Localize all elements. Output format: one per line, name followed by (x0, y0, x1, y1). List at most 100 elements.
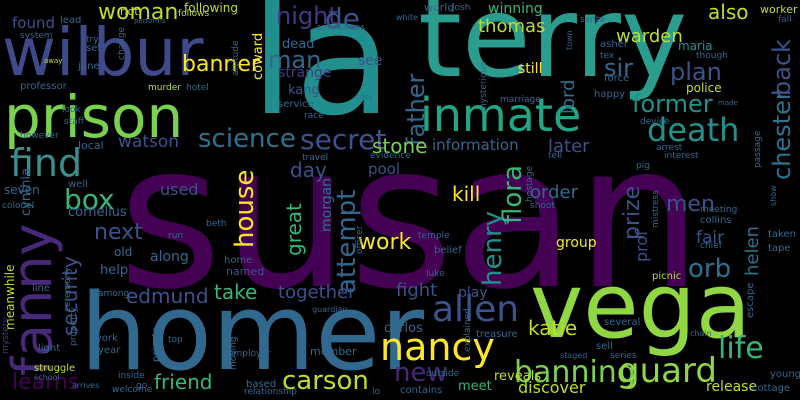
word: help (100, 263, 129, 278)
word: tape (768, 243, 791, 254)
word: announces (316, 23, 366, 33)
word: also (708, 0, 749, 24)
word: travel (302, 153, 329, 163)
word: shoot (530, 201, 555, 211)
word: work (358, 230, 412, 255)
word: carlos (384, 321, 423, 336)
word: town (565, 30, 574, 50)
word: found (12, 14, 55, 32)
word: go (136, 381, 148, 391)
word: luke (426, 269, 445, 279)
word: terry (418, 0, 688, 103)
word: nancy (380, 325, 495, 369)
word: maria (678, 39, 713, 53)
word: homer (80, 271, 425, 394)
word: young (770, 369, 800, 380)
word: tell (548, 151, 563, 161)
word: away (44, 57, 63, 65)
word: old (114, 245, 133, 259)
word: escape (745, 282, 756, 319)
word: evidence (370, 151, 411, 161)
word: well (68, 179, 88, 190)
word: welcome (112, 385, 153, 395)
word: white (396, 13, 418, 22)
word: strange (278, 65, 332, 81)
word: ceremony (63, 267, 73, 312)
word: inside (118, 371, 145, 381)
word: chester (768, 90, 796, 180)
word: picnic (652, 271, 682, 282)
word: pool (368, 160, 401, 178)
word: attitude (231, 40, 241, 76)
word: mistress (651, 190, 661, 228)
word: arrives (72, 381, 100, 390)
word: passage (753, 130, 763, 168)
word: private (151, 326, 162, 362)
word: watson (118, 132, 180, 152)
word: later (548, 136, 590, 157)
word: banning (514, 355, 636, 390)
word: woman (98, 0, 179, 25)
word: group (556, 235, 597, 251)
word: lo (372, 387, 381, 397)
word: still (518, 61, 543, 77)
word: pig (636, 161, 650, 171)
word: home (224, 255, 253, 266)
word: plan (670, 58, 722, 86)
word: fair (696, 228, 725, 248)
word: outside (426, 369, 460, 379)
word: member (310, 345, 357, 358)
word: property (69, 307, 79, 346)
word: dead (282, 37, 315, 52)
word: hotel (186, 83, 209, 93)
word: belief (434, 245, 462, 256)
word: seven (4, 183, 40, 197)
word: professor (20, 81, 67, 92)
word: based (246, 379, 277, 390)
word: performs (134, 17, 166, 25)
word: interest (664, 151, 699, 161)
word: la (250, 0, 393, 151)
word: kill (452, 182, 481, 206)
word: vega (530, 254, 751, 359)
word: colonel (2, 201, 35, 211)
word: employer (228, 349, 271, 359)
word: morgan (319, 177, 335, 232)
word: wilbur (2, 14, 204, 91)
word: year (98, 345, 121, 356)
word: treasure (476, 329, 518, 340)
word: cornelius (68, 205, 127, 220)
word: winning (488, 1, 543, 17)
word: de (325, 2, 360, 35)
word: top (168, 335, 183, 345)
word: friend (154, 370, 213, 394)
word: struggle (34, 363, 76, 374)
word: play (458, 285, 488, 301)
word: set (86, 43, 102, 54)
word: meet (458, 379, 492, 394)
word: new (394, 358, 448, 388)
word: susan (118, 101, 703, 334)
word: show (769, 185, 778, 206)
word: hostage (525, 165, 535, 202)
word: flora (498, 165, 528, 224)
word: cottage (752, 383, 791, 394)
word: lead (60, 15, 82, 26)
word: line (32, 283, 51, 294)
word: prof (632, 230, 651, 262)
word: josh (452, 3, 471, 13)
word: man (268, 46, 322, 74)
word: science (198, 124, 296, 154)
word: run (168, 231, 184, 241)
word: taken (768, 229, 796, 240)
word: collins (700, 215, 732, 226)
word: service (278, 99, 314, 110)
word: chief (700, 241, 722, 251)
word: information (432, 136, 519, 154)
word: officer (355, 225, 365, 254)
word: change (117, 26, 127, 60)
word: staff (64, 117, 84, 127)
word: asher (600, 39, 628, 50)
word: men (666, 192, 715, 217)
word: kang (288, 83, 320, 98)
